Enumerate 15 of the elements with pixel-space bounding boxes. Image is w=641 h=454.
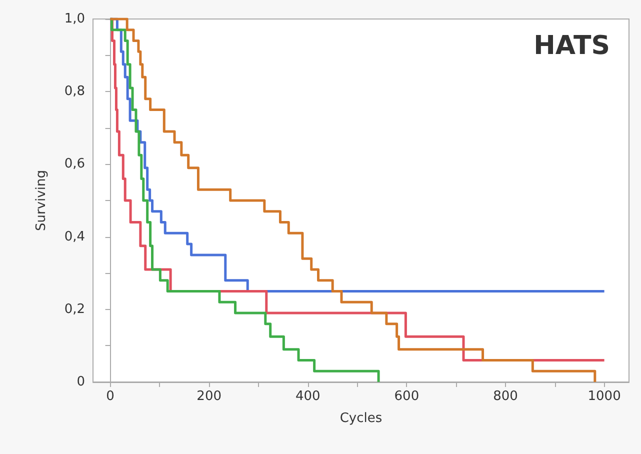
x-tick-label: 1000 xyxy=(588,389,621,404)
x-tick-label: 400 xyxy=(295,389,320,404)
y-axis-title: Surviving xyxy=(34,170,49,231)
y-tick-label: 1,0 xyxy=(64,12,85,26)
y-tick-label: 0 xyxy=(76,374,85,390)
y-tick-label: 0,4 xyxy=(64,229,85,244)
x-tick-label: 600 xyxy=(394,389,420,404)
x-tick-label: 0 xyxy=(106,389,114,404)
y-tick-label: 0,2 xyxy=(64,302,85,317)
x-axis-title: Cycles xyxy=(340,411,382,426)
y-tick-label: 0,6 xyxy=(64,156,85,172)
text: HATS xyxy=(534,31,610,61)
y-tick-label: 0,8 xyxy=(64,84,85,100)
x-tick-label: 200 xyxy=(196,389,222,404)
x-tick-label: 800 xyxy=(493,389,518,404)
